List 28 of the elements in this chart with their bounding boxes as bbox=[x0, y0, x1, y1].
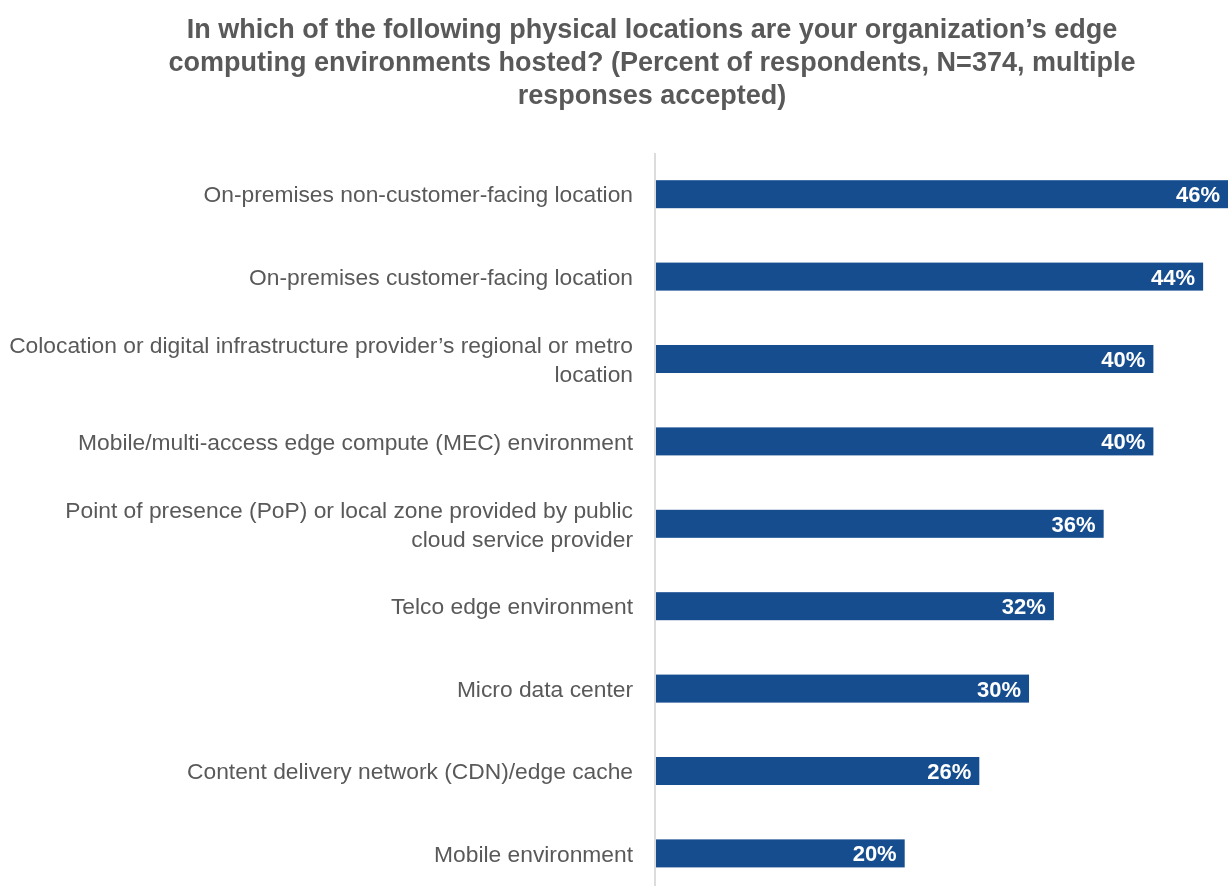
chart-title: In which of the following physical locations are your organization’s edge computing environments hosted? (Percent of respondents, N=374, multiple responses accepted) bbox=[168, 14, 1136, 110]
data-label: 46% bbox=[1175, 182, 1220, 208]
y-tick-label: Colocation or digital infrastructure provider’s regional or metro location bbox=[9, 331, 633, 387]
y-tick-label: On-premises non-customer-facing location bbox=[203, 181, 633, 208]
bar bbox=[656, 427, 1154, 456]
y-tick-label: Telco edge environment bbox=[390, 593, 634, 620]
bar bbox=[656, 509, 1104, 538]
data-label: 44% bbox=[1151, 264, 1196, 290]
data-label: 40% bbox=[1101, 346, 1146, 372]
bar bbox=[656, 756, 980, 786]
data-label: 32% bbox=[1001, 594, 1046, 620]
data-label: 26% bbox=[927, 758, 972, 784]
y-tick-label: Mobile/multi-access edge compute (MEC) environment bbox=[78, 428, 634, 455]
bar bbox=[656, 344, 1154, 374]
y-tick-label: On-premises customer-facing location bbox=[249, 263, 633, 290]
bar bbox=[656, 180, 1228, 209]
bar bbox=[656, 839, 905, 868]
data-label: 30% bbox=[977, 676, 1022, 702]
bar bbox=[656, 262, 1204, 291]
data-label: 20% bbox=[852, 841, 897, 867]
bar bbox=[656, 592, 1054, 621]
y-tick-label: Content delivery network (CDN)/edge cache bbox=[186, 758, 633, 785]
data-label: 36% bbox=[1051, 511, 1096, 537]
y-tick-label: Mobile environment bbox=[434, 840, 634, 867]
bar bbox=[656, 674, 1030, 703]
y-tick-label: Micro data center bbox=[456, 675, 634, 702]
data-label: 40% bbox=[1101, 429, 1146, 455]
y-tick-label: Point of presence (PoP) or local zone provided by public cloud service provider bbox=[65, 496, 634, 552]
